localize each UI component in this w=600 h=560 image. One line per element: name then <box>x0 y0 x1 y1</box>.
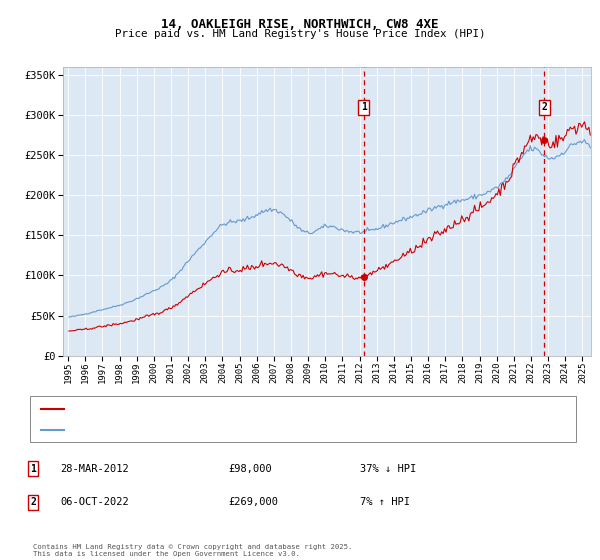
Text: 14, OAKLEIGH RISE, NORTHWICH, CW8 4XE: 14, OAKLEIGH RISE, NORTHWICH, CW8 4XE <box>161 18 439 31</box>
Text: 06-OCT-2022: 06-OCT-2022 <box>60 497 129 507</box>
Text: Price paid vs. HM Land Registry's House Price Index (HPI): Price paid vs. HM Land Registry's House … <box>115 29 485 39</box>
Text: £269,000: £269,000 <box>228 497 278 507</box>
Text: 7% ↑ HPI: 7% ↑ HPI <box>360 497 410 507</box>
Text: 37% ↓ HPI: 37% ↓ HPI <box>360 464 416 474</box>
Text: 1: 1 <box>361 102 367 112</box>
Text: 1: 1 <box>30 464 36 474</box>
Text: £98,000: £98,000 <box>228 464 272 474</box>
Text: Contains HM Land Registry data © Crown copyright and database right 2025.
This d: Contains HM Land Registry data © Crown c… <box>33 544 352 557</box>
Text: 2: 2 <box>541 102 547 112</box>
Text: 28-MAR-2012: 28-MAR-2012 <box>60 464 129 474</box>
Text: 2: 2 <box>30 497 36 507</box>
Text: HPI: Average price, semi-detached house, Cheshire West and Chester: HPI: Average price, semi-detached house,… <box>71 426 450 435</box>
Text: 14, OAKLEIGH RISE, NORTHWICH, CW8 4XE (semi-detached house): 14, OAKLEIGH RISE, NORTHWICH, CW8 4XE (s… <box>71 405 410 414</box>
